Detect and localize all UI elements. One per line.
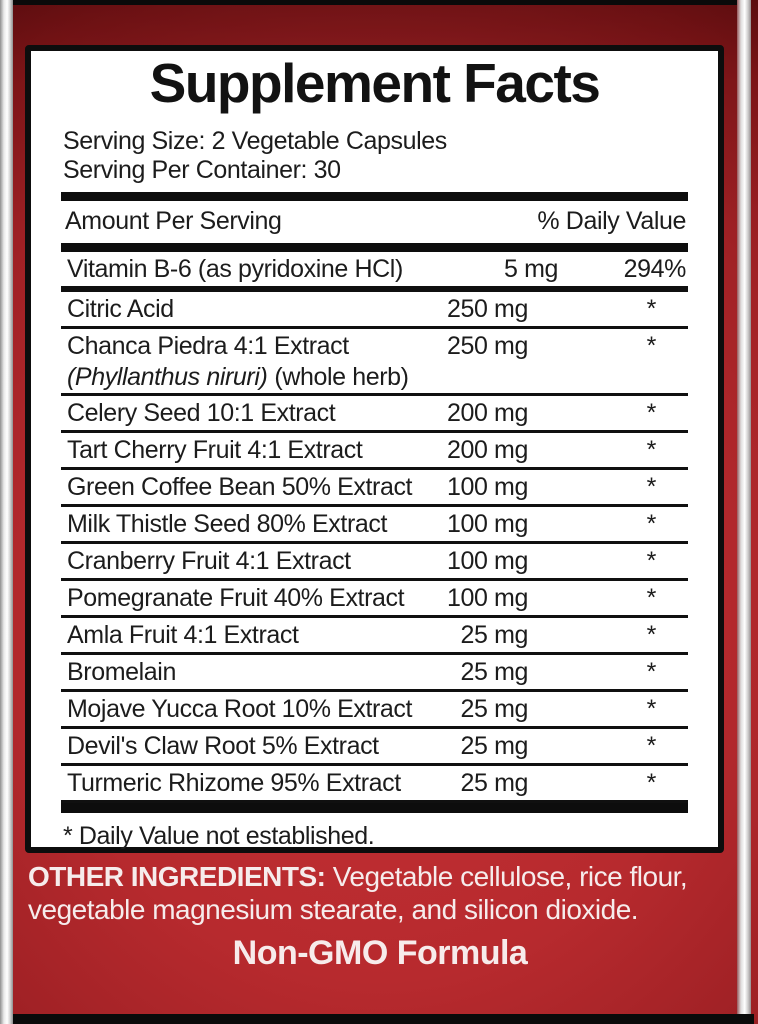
ingredient-name: Milk Thistle Seed 80% Extract bbox=[67, 509, 388, 538]
ingredient-row: Citric Acid 250 mg * bbox=[61, 292, 688, 329]
ingredient-amount: 100 mg bbox=[447, 583, 528, 612]
serving-size: Serving Size: 2 Vegetable Capsules bbox=[63, 126, 447, 155]
ingredient-row: Celery Seed 10:1 Extract 200 mg * bbox=[61, 396, 688, 433]
serving-info: Serving Size: 2 Vegetable Capsules Servi… bbox=[61, 127, 688, 185]
top-black-bar bbox=[13, 0, 737, 5]
ingredient-daily-value: * bbox=[646, 509, 657, 538]
ingredient-row: Amla Fruit 4:1 Extract 25 mg * bbox=[61, 618, 688, 655]
supplement-facts-panel: Supplement Facts Serving Size: 2 Vegetab… bbox=[25, 45, 724, 853]
ingredient-daily-value: * bbox=[646, 546, 657, 575]
ingredient-amount: 200 mg bbox=[447, 398, 528, 427]
daily-value-footnote: * Daily Value not established. bbox=[63, 821, 375, 850]
ingredient-name: Mojave Yucca Root 10% Extract bbox=[67, 694, 413, 723]
right-silver-strip bbox=[737, 0, 751, 1024]
ingredient-amount: 25 mg bbox=[460, 731, 529, 760]
ingredient-amount: 100 mg bbox=[447, 509, 528, 538]
amount-per-serving-header: Amount Per Serving bbox=[65, 206, 282, 235]
daily-value-header: % Daily Value bbox=[537, 206, 686, 235]
ingredient-name: Turmeric Rhizome 95% Extract bbox=[67, 768, 401, 797]
ingredient-daily-value: * bbox=[646, 294, 657, 323]
servings-per-container: Serving Per Container: 30 bbox=[63, 155, 341, 184]
ingredient-row: Chanca Piedra 4:1 Extract (Phyllanthus ni… bbox=[61, 329, 688, 396]
left-silver-strip bbox=[0, 0, 13, 1024]
ingredient-name: Amla Fruit 4:1 Extract bbox=[67, 620, 299, 649]
ingredient-amount: 25 mg bbox=[460, 620, 529, 649]
column-header-row: Amount Per Serving % Daily Value bbox=[61, 201, 688, 243]
ingredient-name: Chanca Piedra 4:1 Extract (Phyllanthus ni… bbox=[67, 330, 416, 392]
ingredient-row: Vitamin B-6 (as pyridoxine HCl) 5 mg 294… bbox=[61, 252, 688, 292]
ingredient-name: Celery Seed 10:1 Extract bbox=[67, 398, 336, 427]
footer-area: OTHER INGREDIENTS: Vegetable cellulose, … bbox=[28, 860, 732, 970]
ingredient-row: Devil's Claw Root 5% Extract 25 mg * bbox=[61, 729, 688, 766]
ingredient-amount: 5 mg bbox=[504, 254, 558, 283]
ingredient-row: Milk Thistle Seed 80% Extract 100 mg * bbox=[61, 507, 688, 544]
ingredient-daily-value: * bbox=[646, 768, 657, 797]
ingredient-row: Mojave Yucca Root 10% Extract 25 mg * bbox=[61, 692, 688, 729]
separator-bar-bottom bbox=[61, 802, 688, 813]
other-ingredients-label: OTHER INGREDIENTS: bbox=[28, 861, 326, 892]
ingredient-daily-value: * bbox=[646, 731, 657, 760]
ingredient-daily-value: 294% bbox=[623, 254, 687, 283]
ingredient-row: Tart Cherry Fruit 4:1 Extract 200 mg * bbox=[61, 433, 688, 470]
ingredient-amount: 25 mg bbox=[460, 657, 529, 686]
ingredient-row: Pomegranate Fruit 40% Extract 100 mg * bbox=[61, 581, 688, 618]
ingredient-daily-value: * bbox=[646, 398, 657, 427]
ingredient-name: Cranberry Fruit 4:1 Extract bbox=[67, 546, 351, 575]
ingredient-amount: 200 mg bbox=[447, 435, 528, 464]
separator-bar-top bbox=[61, 191, 688, 201]
ingredient-row: Turmeric Rhizome 95% Extract 25 mg * bbox=[61, 766, 688, 803]
ingredient-name: Citric Acid bbox=[67, 294, 174, 323]
ingredient-amount: 100 mg bbox=[447, 546, 528, 575]
ingredient-row: Bromelain 25 mg * bbox=[61, 655, 688, 692]
ingredient-daily-value: * bbox=[646, 472, 657, 501]
ingredient-amount: 100 mg bbox=[447, 472, 528, 501]
separator-bar-header bbox=[61, 242, 688, 252]
ingredient-rows: Vitamin B-6 (as pyridoxine HCl) 5 mg 294… bbox=[61, 252, 688, 803]
ingredient-daily-value: * bbox=[646, 620, 657, 649]
ingredient-amount: 250 mg bbox=[447, 331, 528, 360]
ingredient-daily-value: * bbox=[646, 583, 657, 612]
ingredient-row: Green Coffee Bean 50% Extract 100 mg * bbox=[61, 470, 688, 507]
ingredient-amount: 250 mg bbox=[447, 294, 528, 323]
ingredient-subname: (Phyllanthus niruri) (whole herb) bbox=[67, 362, 409, 391]
other-ingredients-rest: Vegetable cellulose, rice flour, vegetab… bbox=[28, 861, 688, 925]
panel-content: Supplement Facts Serving Size: 2 Vegetab… bbox=[31, 52, 718, 851]
ingredient-amount: 25 mg bbox=[460, 768, 529, 797]
bottom-black-bar bbox=[13, 1014, 754, 1024]
ingredient-row: Cranberry Fruit 4:1 Extract 100 mg * bbox=[61, 544, 688, 581]
ingredient-name: Vitamin B-6 (as pyridoxine HCl) bbox=[67, 254, 403, 283]
ingredient-daily-value: * bbox=[646, 694, 657, 723]
ingredient-name: Green Coffee Bean 50% Extract bbox=[67, 472, 413, 501]
facts-title: Supplement Facts bbox=[149, 52, 601, 114]
ingredient-daily-value: * bbox=[646, 331, 657, 360]
non-gmo-text: Non-GMO Formula bbox=[232, 934, 528, 972]
ingredient-daily-value: * bbox=[646, 435, 657, 464]
ingredient-name: Devil's Claw Root 5% Extract bbox=[67, 731, 379, 760]
ingredient-daily-value: * bbox=[646, 657, 657, 686]
ingredient-name: Pomegranate Fruit 40% Extract bbox=[67, 583, 405, 612]
other-ingredients-text: OTHER INGREDIENTS: Vegetable cellulose, … bbox=[28, 860, 732, 926]
ingredient-amount: 25 mg bbox=[460, 694, 529, 723]
ingredient-name: Bromelain bbox=[67, 657, 176, 686]
ingredient-name: Tart Cherry Fruit 4:1 Extract bbox=[67, 435, 363, 464]
